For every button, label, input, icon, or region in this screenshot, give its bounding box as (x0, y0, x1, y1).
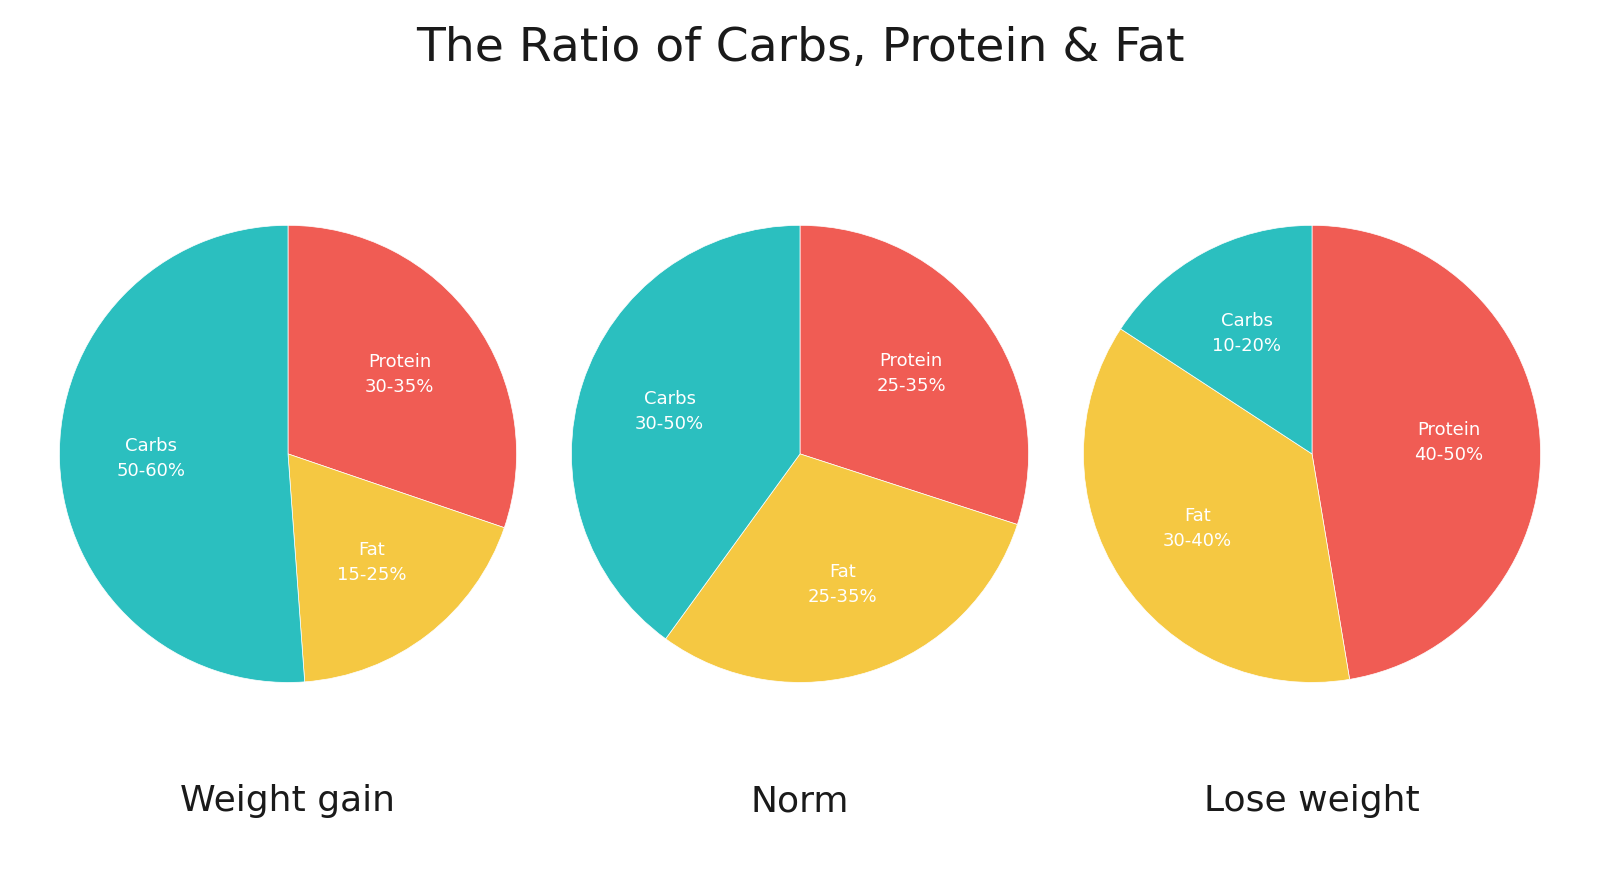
Wedge shape (666, 454, 1018, 683)
Text: Carbs
30-50%: Carbs 30-50% (635, 390, 704, 433)
Text: The Ratio of Carbs, Protein & Fat: The Ratio of Carbs, Protein & Fat (416, 27, 1184, 71)
Wedge shape (571, 225, 800, 639)
Text: Fat
30-40%: Fat 30-40% (1163, 507, 1232, 550)
Wedge shape (288, 454, 504, 682)
Text: Fat
25-35%: Fat 25-35% (808, 562, 877, 606)
Text: Lose weight: Lose weight (1205, 784, 1419, 818)
Wedge shape (1312, 225, 1541, 679)
Text: Weight gain: Weight gain (181, 784, 395, 818)
Text: Protein
40-50%: Protein 40-50% (1414, 421, 1483, 464)
Wedge shape (1120, 225, 1312, 454)
Text: Protein
30-35%: Protein 30-35% (365, 352, 434, 395)
Text: Fat
15-25%: Fat 15-25% (338, 541, 406, 584)
Text: Norm: Norm (750, 784, 850, 818)
Text: ID 200509530 © Anttoniovitalievich: ID 200509530 © Anttoniovitalievich (1293, 843, 1568, 857)
Wedge shape (1083, 329, 1350, 683)
Text: Protein
25-35%: Protein 25-35% (877, 352, 946, 395)
Wedge shape (800, 225, 1029, 524)
Text: Carbs
50-60%: Carbs 50-60% (117, 437, 186, 481)
Text: dreamstime.com: dreamstime.com (32, 843, 162, 857)
Wedge shape (288, 225, 517, 528)
Wedge shape (59, 225, 304, 683)
Text: Carbs
10-20%: Carbs 10-20% (1213, 312, 1282, 355)
